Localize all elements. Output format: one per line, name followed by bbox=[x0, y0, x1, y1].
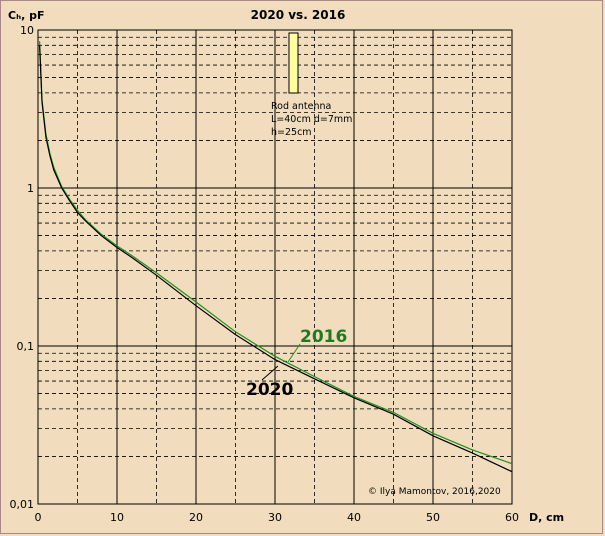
x-tick-label: 40 bbox=[347, 511, 361, 524]
x-tick-label: 20 bbox=[189, 511, 203, 524]
x-axis-label: D, cm bbox=[529, 511, 564, 524]
y-tick-label: 0,1 bbox=[17, 340, 35, 353]
annotation-line-2: L=40cm d=7mm bbox=[271, 114, 352, 125]
x-tick-label: 0 bbox=[35, 511, 42, 524]
leader-line-2016 bbox=[287, 343, 301, 363]
series-line-2020 bbox=[39, 45, 513, 473]
x-tick-label: 50 bbox=[426, 511, 440, 524]
leader-line-2020 bbox=[261, 365, 279, 381]
y-tick-label: 1 bbox=[27, 182, 34, 195]
y-tick-label: 0,01 bbox=[10, 498, 35, 511]
annotation-line-1: Rod antenna bbox=[271, 101, 331, 112]
y-tick-label: 10 bbox=[20, 24, 34, 37]
rod-antenna-icon bbox=[288, 32, 299, 94]
x-tick-label: 30 bbox=[268, 511, 282, 524]
series-line-2016 bbox=[39, 41, 513, 465]
x-tick-label: 60 bbox=[505, 511, 519, 524]
series-label-2016: 2016 bbox=[300, 327, 347, 347]
chart-title: 2020 vs. 2016 bbox=[251, 8, 346, 22]
series-label-2020: 2020 bbox=[246, 380, 293, 400]
copyright-text: © Ilya Mamontov, 2016,2020 bbox=[368, 487, 501, 497]
y-axis-label: Cₕ, pF bbox=[8, 9, 44, 22]
annotation-line-3: h=25cm bbox=[271, 127, 312, 138]
x-tick-label: 10 bbox=[110, 511, 124, 524]
